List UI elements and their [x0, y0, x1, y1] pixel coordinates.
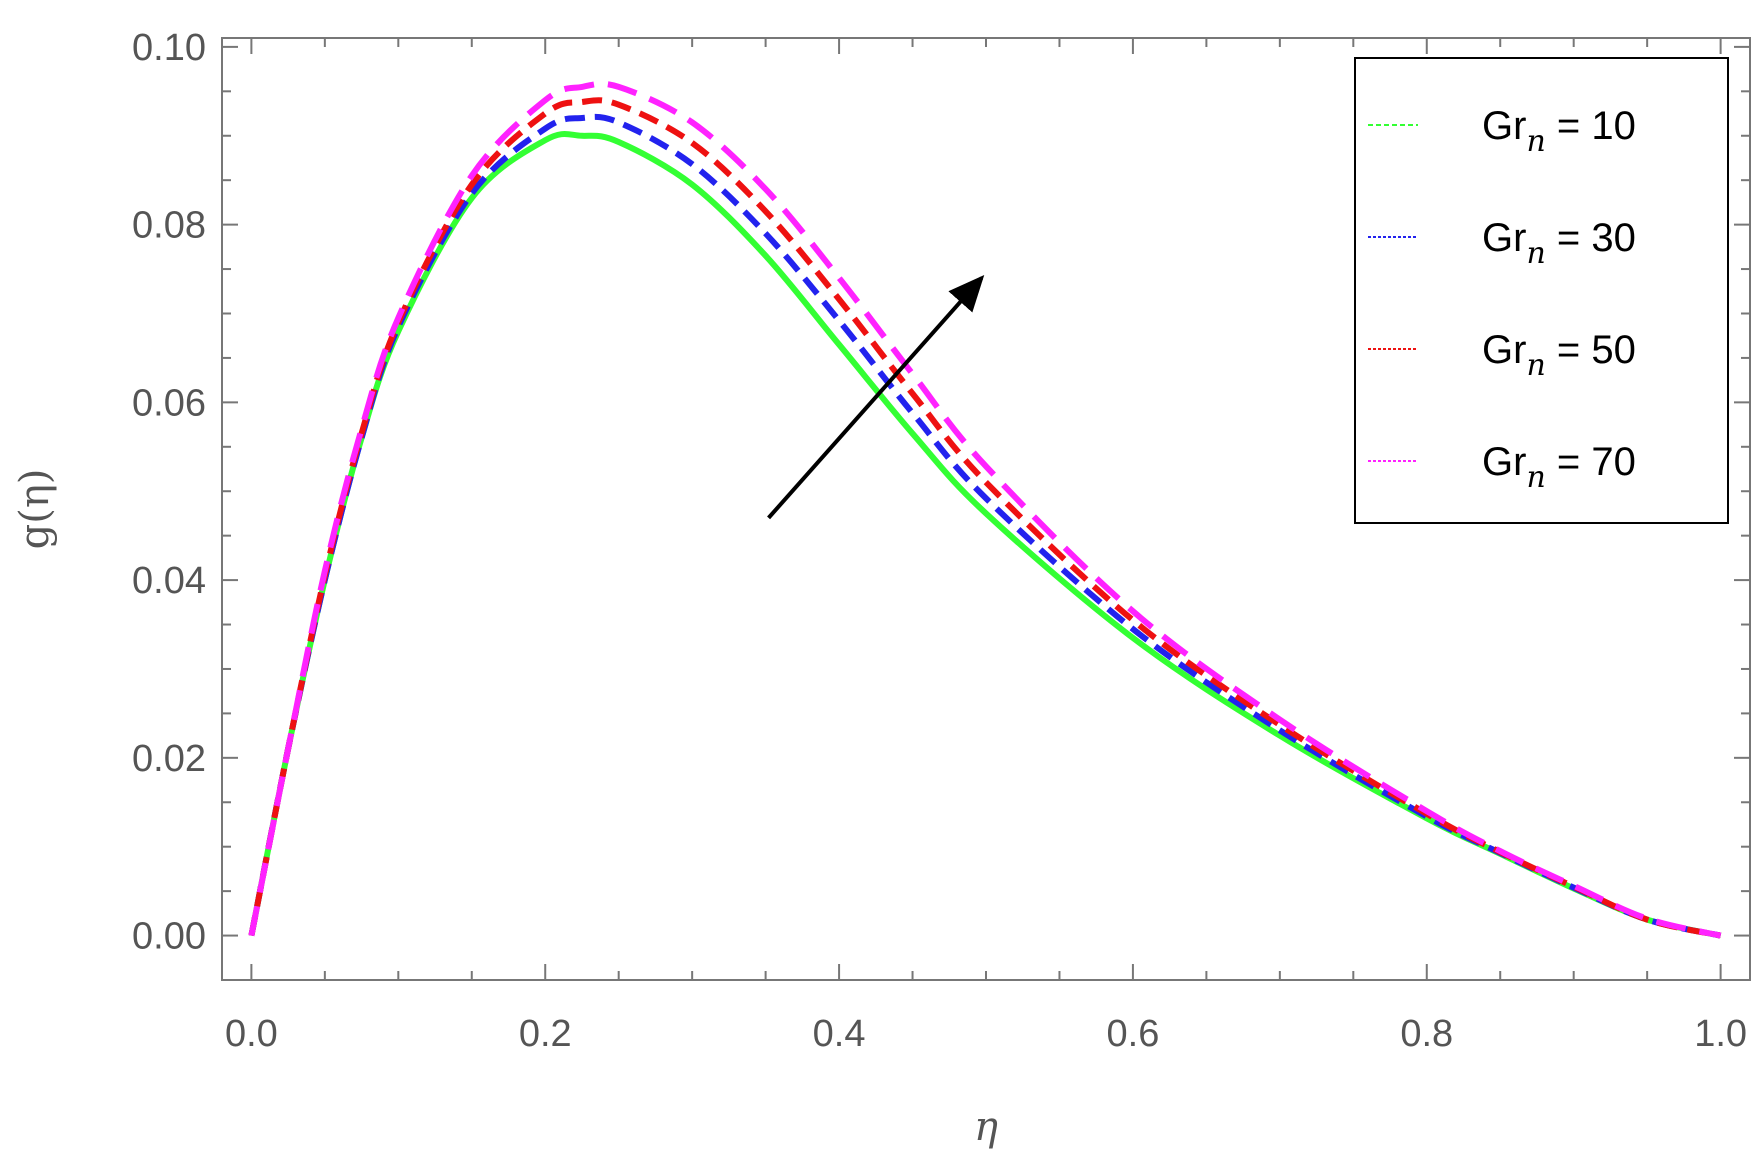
x-axis-ticks: 0.0 0.2 0.4 0.6 0.8 1.0 [225, 38, 1747, 1055]
legend-label-2: Grn = 30 [1482, 216, 1636, 271]
legend-label-1: Grn = 10 [1482, 104, 1636, 159]
legend-box [1354, 57, 1729, 524]
legend: Grn = 10 Grn = 30 Grn = 50 Grn = 70 [1354, 57, 1729, 524]
x-tick-label: 0.0 [225, 1013, 278, 1055]
y-tick-label: 0.04 [132, 560, 206, 602]
x-tick-label: 0.6 [1107, 1013, 1160, 1055]
y-tick-label: 0.08 [132, 205, 206, 247]
legend-label-3: Grn = 50 [1482, 328, 1636, 383]
trend-arrow [767, 274, 985, 520]
y-tick-label: 0.06 [132, 382, 206, 424]
y-tick-label: 0.00 [132, 916, 206, 958]
y-axis-label: g(η) [12, 469, 58, 550]
y-axis-ticks: 0.00 0.02 0.04 0.06 0.08 0.10 [132, 27, 1750, 958]
series-line-4 [248, 80, 1722, 939]
x-tick-label: 0.4 [813, 1013, 866, 1055]
legend-label-4: Grn = 70 [1482, 440, 1636, 495]
series-lines [248, 80, 1722, 939]
x-tick-label: 0.2 [519, 1013, 572, 1055]
x-tick-label: 1.0 [1694, 1013, 1747, 1055]
x-axis-label: η [974, 1104, 998, 1150]
y-tick-label: 0.10 [132, 27, 206, 69]
x-tick-label: 0.8 [1400, 1013, 1453, 1055]
y-tick-label: 0.02 [132, 738, 206, 780]
